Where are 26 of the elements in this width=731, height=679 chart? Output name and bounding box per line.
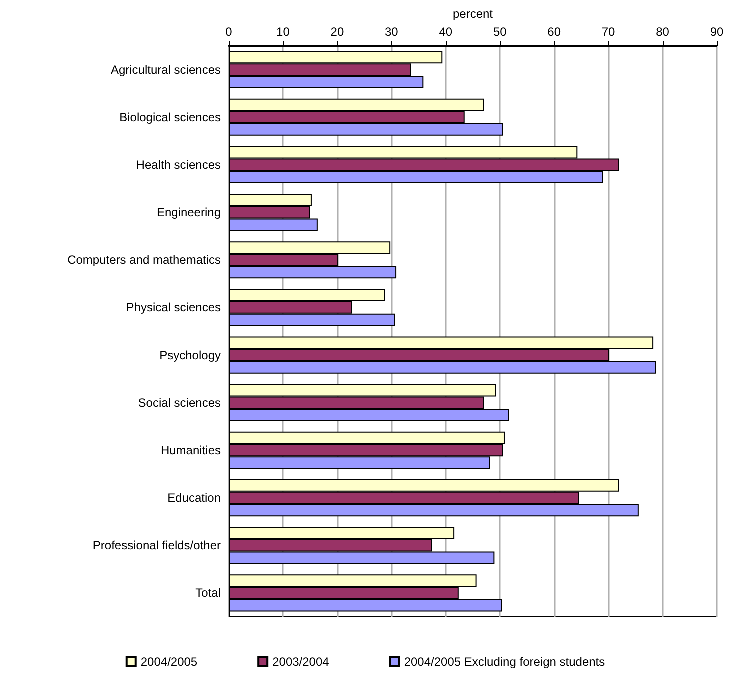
x-tick-label: 40 bbox=[439, 25, 453, 39]
y-tick-label: Agricultural sciences bbox=[110, 62, 221, 77]
x-tick-label: 30 bbox=[384, 25, 399, 39]
y-tick-label: Psychology bbox=[160, 348, 221, 362]
y-tick-label: Humanities bbox=[160, 443, 221, 458]
x-axis-title: percent bbox=[452, 7, 494, 21]
y-tick-label: Engineering bbox=[156, 206, 221, 220]
legend-label: 2004/2005 bbox=[140, 655, 198, 669]
y-tick-label: Education bbox=[168, 491, 221, 506]
legend-label: 2004/2005 Excluding foreign students bbox=[404, 655, 606, 669]
y-tick-label: Total bbox=[196, 586, 221, 600]
x-tick-label: 90 bbox=[710, 25, 724, 39]
x-tick-label: 70 bbox=[602, 25, 616, 39]
y-tick-label: Health sciences bbox=[136, 158, 221, 172]
y-tick-label: Computers and mathematics bbox=[68, 253, 221, 268]
x-tick-label: 20 bbox=[330, 25, 344, 39]
legend-label: 2003/2004 bbox=[272, 655, 330, 669]
x-tick-label: 10 bbox=[276, 25, 290, 39]
y-tick-label: Social sciences bbox=[138, 396, 221, 410]
y-tick-label: Professional fields/other bbox=[92, 538, 221, 553]
x-tick-label: 0 bbox=[226, 25, 233, 39]
x-tick-label: 80 bbox=[656, 25, 670, 39]
x-tick-label: 50 bbox=[493, 25, 508, 39]
y-tick-label: Biological sciences bbox=[120, 110, 221, 124]
x-tick-label: 60 bbox=[548, 25, 562, 39]
y-tick-label: Physical sciences bbox=[126, 300, 221, 315]
